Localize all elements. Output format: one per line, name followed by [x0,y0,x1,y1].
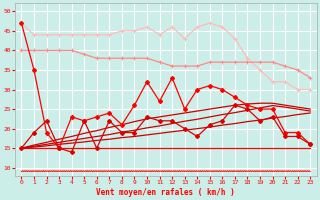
X-axis label: Vent moyen/en rafales ( km/h ): Vent moyen/en rafales ( km/h ) [96,188,235,197]
